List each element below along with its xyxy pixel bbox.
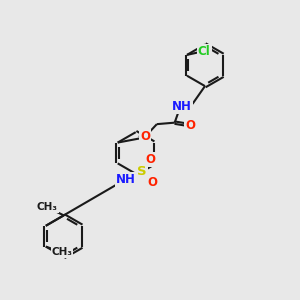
Text: O: O [147,176,157,190]
Text: CH₃: CH₃ [52,247,73,257]
Text: S: S [137,165,147,178]
Text: CH₃: CH₃ [37,202,58,212]
Text: Cl: Cl [198,45,211,58]
Text: O: O [185,118,195,131]
Text: O: O [140,130,150,143]
Text: O: O [146,153,156,166]
Text: NH: NH [116,172,136,186]
Text: NH: NH [172,100,192,113]
